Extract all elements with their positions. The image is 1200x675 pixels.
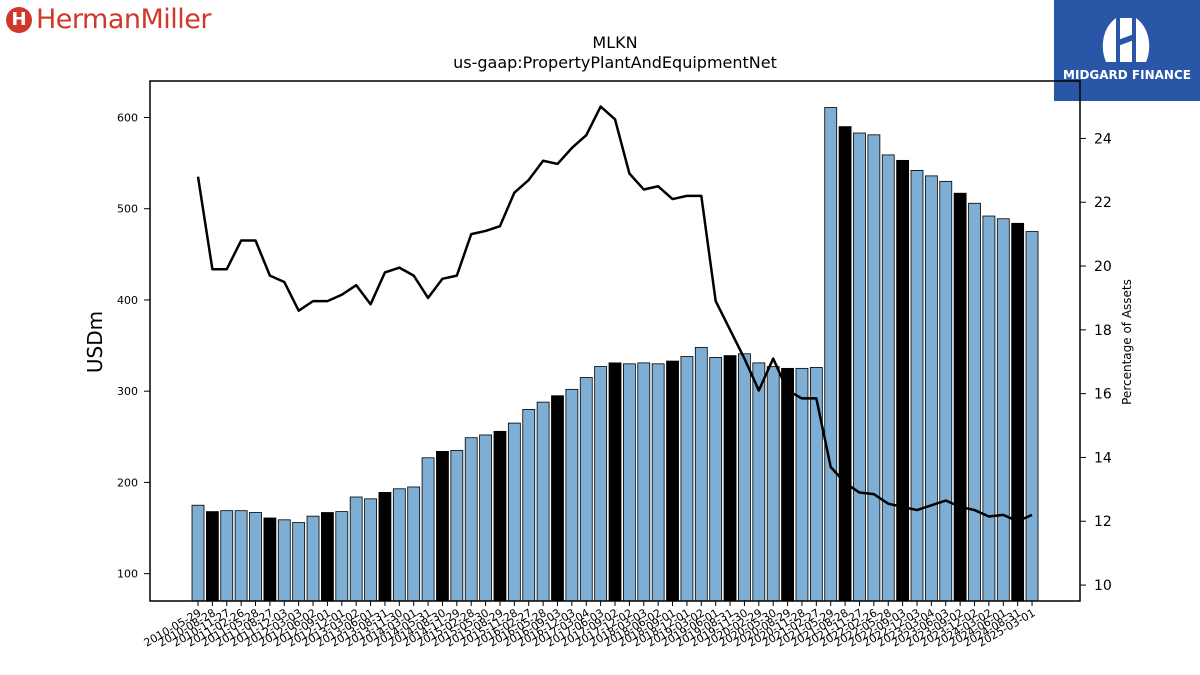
bar bbox=[464, 437, 478, 602]
chart-title: MLKN bbox=[592, 33, 637, 52]
bar bbox=[493, 430, 507, 602]
chart-subtitle: us-gaap:PropertyPlantAndEquipmentNet bbox=[453, 53, 777, 72]
bar bbox=[939, 180, 953, 602]
bar bbox=[824, 107, 838, 602]
line-series-group bbox=[196, 105, 1033, 523]
bar bbox=[364, 498, 377, 602]
midgard-finance-logo: MIDGARD FINANCE bbox=[1054, 0, 1200, 101]
bar bbox=[694, 346, 708, 602]
y-axis-right: 10 12 14 16 18 20 22 24 bbox=[1080, 131, 1112, 594]
bar bbox=[292, 522, 306, 602]
bar bbox=[738, 353, 751, 602]
bar bbox=[522, 409, 536, 602]
y-tick-label: 500 bbox=[117, 203, 138, 216]
line-series bbox=[196, 105, 1033, 523]
bar bbox=[234, 510, 248, 602]
bar bbox=[378, 492, 392, 602]
bar bbox=[968, 202, 981, 602]
bar bbox=[450, 450, 464, 602]
bar bbox=[838, 126, 852, 602]
bar bbox=[220, 510, 234, 602]
bar bbox=[766, 366, 780, 602]
bar bbox=[608, 362, 622, 602]
bar bbox=[1025, 231, 1039, 602]
bar bbox=[896, 159, 910, 602]
bar bbox=[335, 511, 349, 602]
y2-tick-label: 18 bbox=[1094, 323, 1112, 339]
herman-miller-logo-mark: H bbox=[6, 6, 32, 33]
bar bbox=[666, 360, 679, 602]
bar bbox=[565, 388, 579, 602]
bar bbox=[551, 395, 564, 602]
y2-tick-label: 14 bbox=[1094, 450, 1112, 466]
bar bbox=[263, 517, 277, 602]
bar bbox=[407, 486, 421, 602]
bar-series bbox=[191, 107, 1039, 602]
bar bbox=[996, 218, 1010, 602]
bar bbox=[723, 355, 737, 602]
herman-miller-logo: H HermanMiller bbox=[6, 4, 212, 35]
bar bbox=[436, 450, 449, 602]
y-tick-label: 400 bbox=[117, 294, 138, 307]
bar bbox=[795, 367, 809, 602]
bar bbox=[853, 132, 866, 602]
y-axis-left: 100 200 300 400 500 600 bbox=[117, 111, 150, 581]
bar bbox=[910, 169, 924, 602]
y-tick-label: 200 bbox=[117, 476, 138, 489]
bar bbox=[709, 357, 723, 602]
herman-miller-wordmark: HermanMiller bbox=[36, 4, 212, 35]
bar bbox=[421, 457, 435, 602]
y2-tick-label: 12 bbox=[1094, 514, 1112, 530]
y2-tick-label: 16 bbox=[1094, 387, 1112, 403]
bar bbox=[191, 504, 205, 602]
bar bbox=[982, 215, 996, 602]
x-axis: 2010-05-292010-08-282010-11-272011-02-26… bbox=[142, 601, 1038, 650]
y-tick-label: 300 bbox=[117, 385, 138, 398]
bar bbox=[536, 401, 550, 602]
bar bbox=[637, 362, 651, 602]
bar bbox=[680, 356, 694, 602]
bar bbox=[594, 366, 608, 602]
bar bbox=[623, 363, 636, 602]
y2-tick-label: 22 bbox=[1094, 195, 1112, 211]
bar bbox=[479, 434, 493, 602]
y-tick-label: 100 bbox=[117, 568, 138, 581]
bar bbox=[306, 515, 320, 602]
bar bbox=[321, 512, 334, 602]
bar bbox=[507, 422, 521, 602]
bar bbox=[349, 496, 363, 602]
y2-axis-label: Percentage of Assets bbox=[1120, 279, 1134, 405]
y2-tick-label: 10 bbox=[1094, 578, 1112, 594]
y-axis-label: USDm bbox=[83, 311, 107, 373]
bar bbox=[1011, 222, 1025, 602]
y2-tick-label: 20 bbox=[1094, 259, 1112, 275]
midgard-finance-emblem bbox=[1102, 18, 1150, 62]
bar bbox=[579, 377, 593, 602]
midgard-finance-wordmark: MIDGARD FINANCE bbox=[1063, 68, 1191, 82]
bar bbox=[651, 363, 665, 602]
bar bbox=[205, 511, 219, 602]
y-tick-label: 600 bbox=[117, 111, 138, 124]
y2-tick-label: 24 bbox=[1094, 131, 1112, 147]
bar bbox=[953, 192, 967, 602]
bar bbox=[881, 154, 895, 602]
bar bbox=[924, 175, 938, 602]
bar bbox=[277, 519, 291, 602]
bar bbox=[249, 512, 262, 602]
bar bbox=[867, 134, 881, 602]
bar bbox=[752, 362, 766, 602]
bar bbox=[392, 488, 406, 602]
bar bbox=[781, 367, 794, 602]
